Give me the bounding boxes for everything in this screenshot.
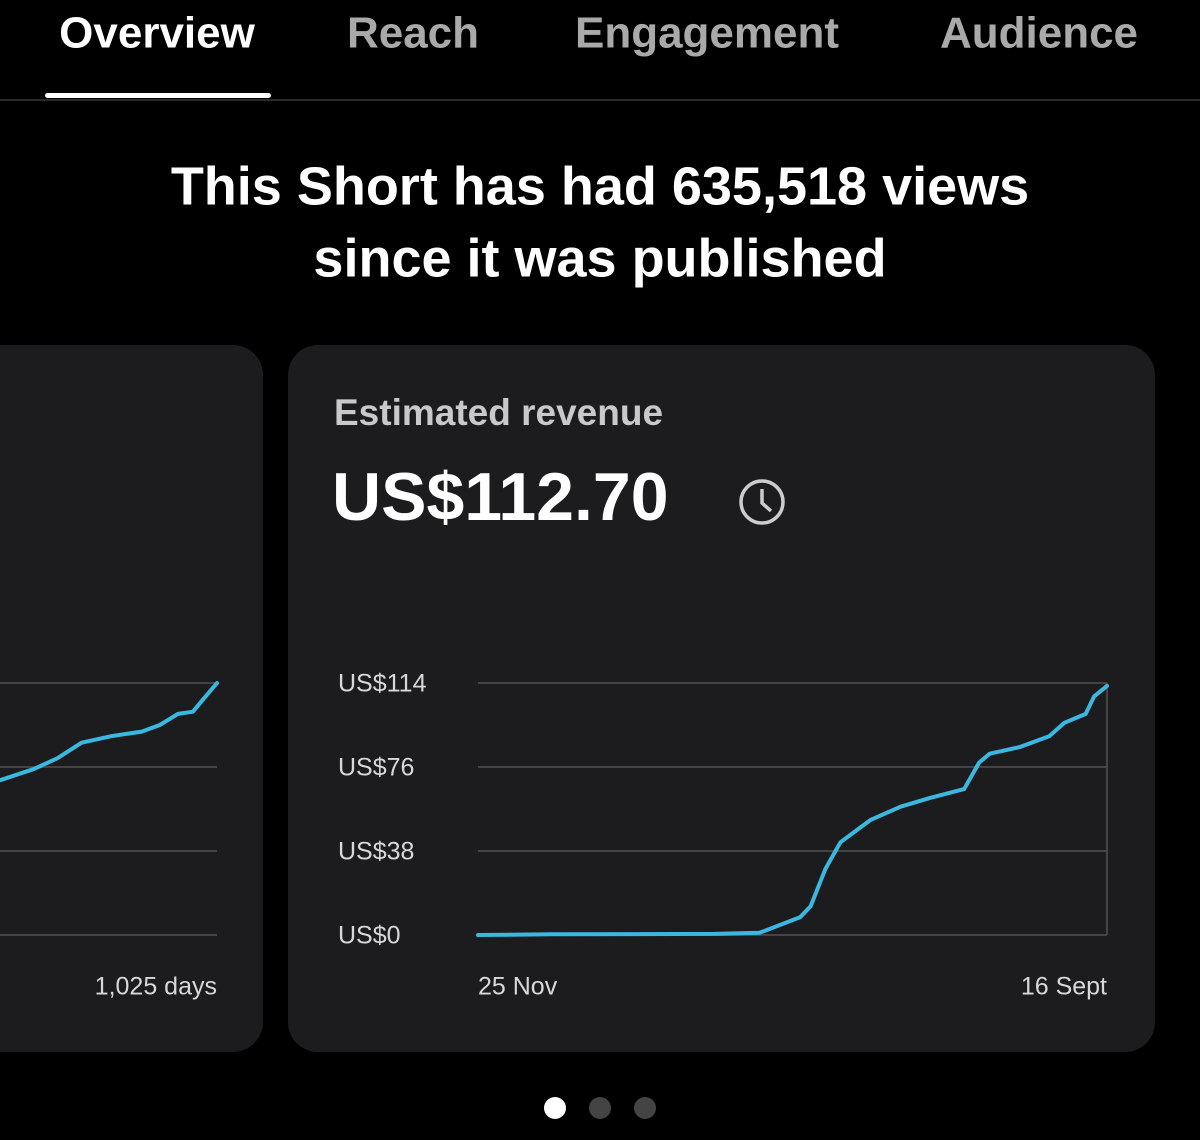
y-tick-label: US$114 <box>338 670 427 698</box>
page-dot[interactable] <box>634 1097 656 1119</box>
revenue-line <box>0 681 219 783</box>
card[interactable] <box>288 345 1155 1052</box>
y-tick-label: US$0 <box>338 922 401 950</box>
tab[interactable]: Reach <box>347 9 479 58</box>
headline: This Short has had 635,518 views <box>171 156 1029 216</box>
y-tick-label: US$38 <box>338 838 414 866</box>
tab[interactable]: Audience <box>940 9 1138 58</box>
tab[interactable]: Overview <box>59 9 255 58</box>
tab[interactable]: Engagement <box>575 9 839 58</box>
headline: since it was published <box>313 228 886 288</box>
page-dot[interactable] <box>589 1097 611 1119</box>
tab-underline <box>45 93 271 98</box>
x-tick-label: 25 Nov <box>478 973 558 1001</box>
x-tick-label: 1,025 days <box>95 973 217 1001</box>
x-tick-label: 16 Sept <box>1021 973 1107 1001</box>
divider <box>0 99 1200 101</box>
page-dot[interactable] <box>544 1097 566 1119</box>
card-value: US$112.70 <box>332 459 669 535</box>
card-title: Estimated revenue <box>334 392 663 433</box>
clock-icon <box>739 479 785 525</box>
revenue-line <box>476 683 1109 937</box>
card[interactable] <box>0 345 263 1052</box>
y-tick-label: US$76 <box>338 754 414 782</box>
